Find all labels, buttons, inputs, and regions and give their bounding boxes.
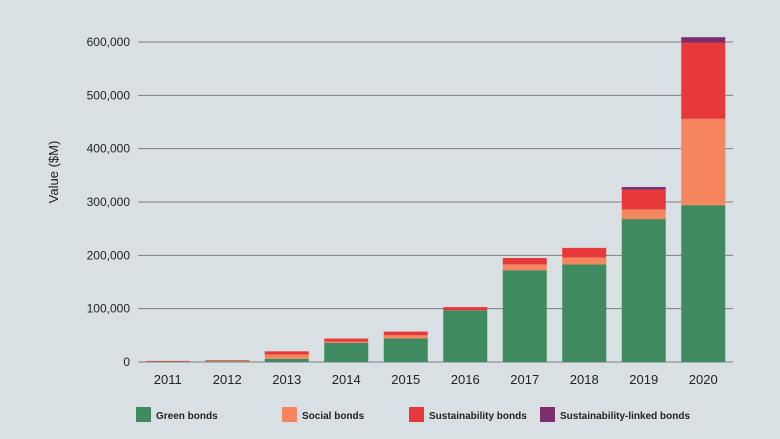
bar-segment-green-bonds-2017 xyxy=(502,270,547,362)
y-tick-label: 400,000 xyxy=(87,142,131,156)
legend-swatch-green-bonds xyxy=(136,407,151,422)
y-tick-label: 100,000 xyxy=(87,302,131,316)
bar-segment-sustainability-bonds-2017 xyxy=(502,258,547,265)
bar-segment-social-bonds-2012 xyxy=(205,360,250,362)
bar-segment-green-bonds-2018 xyxy=(562,264,607,362)
x-tick-label: 2014 xyxy=(332,372,361,387)
legend: Green bonds Social bonds Sustainability bo… xyxy=(136,407,690,422)
bar-segment-green-bonds-2015 xyxy=(383,338,428,362)
bar-segment-sustainability-bonds-2020 xyxy=(681,42,726,119)
bar-segment-social-bonds-2019 xyxy=(621,209,666,220)
bar-segment-green-bonds-2020 xyxy=(681,205,726,362)
y-tick-label: 300,000 xyxy=(87,195,131,209)
x-tick-label: 2015 xyxy=(391,372,420,387)
bars xyxy=(145,37,726,362)
bar-segment-green-bonds-2013 xyxy=(264,358,309,362)
bar-segment-green-bonds-2016 xyxy=(443,310,488,362)
bar-segment-social-bonds-2013 xyxy=(264,354,309,359)
x-tick-label: 2019 xyxy=(629,372,658,387)
bar-segment-sustainability-linked-bonds-2020 xyxy=(681,37,726,43)
legend-swatch-social-bonds xyxy=(282,407,297,422)
y-tick-label: 600,000 xyxy=(87,35,131,49)
x-tick-labels: 2011 2012 2013 2014 2015 2016 2017 2018 2019 2020 xyxy=(154,372,718,387)
bar-segment-sustainability-linked-bonds-2019 xyxy=(621,187,666,190)
bar-segment-social-bonds-2020 xyxy=(681,118,726,206)
bar-segment-green-bonds-2011 xyxy=(145,361,190,362)
legend-label: Social bonds xyxy=(302,411,365,422)
x-tick-label: 2020 xyxy=(689,372,718,387)
bar-segment-sustainability-bonds-2013 xyxy=(264,351,309,355)
bar-segment-sustainability-bonds-2012 xyxy=(205,360,250,361)
bar-segment-sustainability-bonds-2018 xyxy=(562,247,607,258)
bar-segment-green-bonds-2014 xyxy=(324,342,369,362)
y-axis-title: Value ($M) xyxy=(46,141,61,204)
x-tick-label: 2013 xyxy=(272,372,301,387)
legend-label: Sustainability bonds xyxy=(429,411,527,422)
y-tick-label: 0 xyxy=(123,355,130,369)
x-tick-label: 2012 xyxy=(213,372,242,387)
legend-swatch-sustainability-bonds xyxy=(409,407,424,422)
y-tick-label: 200,000 xyxy=(87,248,131,262)
bar-segment-sustainability-bonds-2016 xyxy=(443,307,488,311)
y-tick-labels: 0 100,000 200,000 300,000 400,000 500,000 600,… xyxy=(87,35,131,369)
bar-segment-social-bonds-2011 xyxy=(145,361,190,362)
y-tick-label: 500,000 xyxy=(87,88,131,102)
legend-label: Green bonds xyxy=(156,411,218,422)
bar-segment-social-bonds-2015 xyxy=(383,335,428,339)
bar-segment-sustainability-bonds-2014 xyxy=(324,338,369,342)
bar-segment-green-bonds-2019 xyxy=(621,219,666,362)
x-tick-label: 2011 xyxy=(154,372,182,387)
legend-label: Sustainability-linked bonds xyxy=(560,411,690,422)
x-tick-label: 2018 xyxy=(570,372,599,387)
bar-segment-social-bonds-2018 xyxy=(562,257,607,265)
bar-segment-sustainability-bonds-2015 xyxy=(383,331,428,336)
bar-segment-green-bonds-2012 xyxy=(205,361,250,362)
bar-segment-sustainability-bonds-2019 xyxy=(621,189,666,210)
x-tick-label: 2017 xyxy=(510,372,539,387)
bar-segment-sustainability-bonds-2011 xyxy=(145,360,190,362)
x-tick-label: 2016 xyxy=(451,372,480,387)
bar-segment-social-bonds-2017 xyxy=(502,264,547,271)
bar-segment-social-bonds-2014 xyxy=(324,341,369,343)
legend-swatch-sustainability-linked-bonds xyxy=(540,407,555,422)
grid-lines xyxy=(138,41,733,363)
